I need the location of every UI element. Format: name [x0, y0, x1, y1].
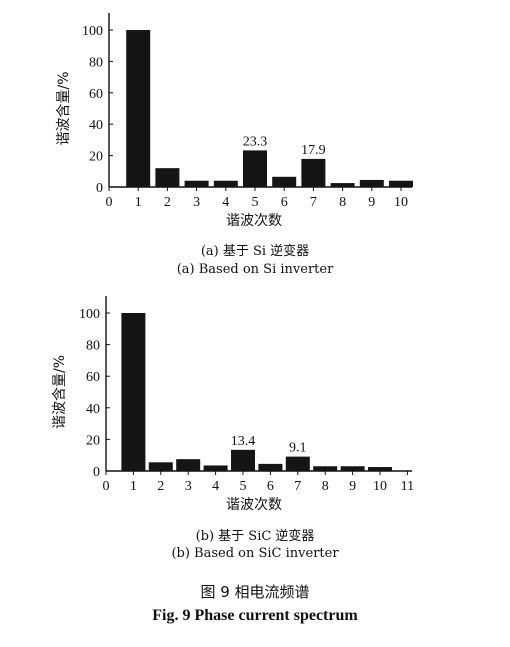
x-tick-label: 8: [339, 195, 346, 210]
bar-3: [184, 180, 209, 187]
y-tick-label: 60: [89, 87, 103, 102]
bar-5: [243, 150, 267, 187]
x-tick-label: 10: [373, 479, 387, 494]
x-tick-label: 11: [401, 479, 414, 494]
x-tick-label: 7: [294, 479, 301, 494]
x-axis-title: 谐波次数: [226, 213, 282, 229]
bar-1: [126, 30, 151, 187]
bar-6: [258, 463, 283, 471]
x-tick-label: 8: [322, 479, 329, 494]
caption-a-cn: (a) 基于 Si 逆变器: [200, 244, 310, 259]
y-tick-label: 80: [89, 55, 103, 70]
bar-4: [213, 180, 238, 187]
x-axis-title: 谐波次数: [226, 497, 282, 513]
y-tick-label: 20: [86, 433, 100, 448]
y-tick-label: 100: [79, 307, 100, 322]
bar-2: [155, 168, 180, 187]
x-tick-label: 10: [394, 195, 408, 210]
x-tick-label: 5: [240, 479, 247, 494]
y-tick-label: 100: [82, 24, 103, 39]
y-axis-title: 谐波含量/%: [52, 355, 68, 429]
x-tick-label: 6: [281, 195, 288, 210]
x-tick-label: 4: [222, 195, 229, 210]
x-tick-label: 1: [135, 195, 142, 210]
bar-7: [285, 456, 310, 471]
y-tick-label: 60: [86, 370, 100, 385]
x-tick-label: 3: [185, 479, 192, 494]
bar-5: [231, 449, 255, 471]
figure-caption-cn: 图 9 相电流频谱: [200, 583, 310, 601]
data-label-5: 13.4: [231, 434, 256, 449]
bar-9: [359, 179, 384, 187]
caption-b-cn: (b) 基于 SiC 逆变器: [195, 529, 315, 544]
caption-a-en: (a) Based on Si inverter: [176, 262, 334, 277]
caption-b-en: (b) Based on SiC inverter: [171, 546, 339, 561]
x-tick-label: 2: [157, 479, 164, 494]
bar-4: [203, 465, 228, 471]
y-tick-label: 0: [96, 181, 103, 196]
figure-caption-en: Fig. 9 Phase current spectrum: [152, 607, 358, 624]
x-tick-label: 4: [212, 479, 219, 494]
data-label-5: 23.3: [243, 134, 268, 149]
data-label-7: 17.9: [301, 143, 326, 158]
bar-8: [330, 183, 355, 187]
bar-2: [148, 462, 173, 471]
bar-10: [389, 180, 413, 187]
y-tick-label: 80: [86, 339, 100, 354]
x-tick-label: 9: [349, 479, 356, 494]
x-tick-label: 3: [193, 195, 200, 210]
y-tick-label: 20: [89, 150, 103, 165]
chart-b: 0 20 40 60 80 100 0 1 2 3 4 5 6 7 8 9 10 11 13.4 9.1 谐波次数 谐波含…: [52, 296, 414, 513]
data-label-7: 9.1: [289, 441, 307, 456]
y-tick-label: 0: [93, 465, 100, 480]
x-tick-label: 1: [130, 479, 137, 494]
x-tick-label: 6: [267, 479, 274, 494]
y-tick-label: 40: [86, 402, 100, 417]
chart-a: 0 20 40 60 80 100 0 1 2 3 4 5 6 7 8 9 10 23.3 17.9 谐波次数 谐波含量…: [56, 13, 413, 229]
bar-1: [121, 313, 146, 471]
bar-10: [368, 467, 392, 471]
bar-7: [301, 158, 326, 187]
bar-9: [340, 466, 365, 471]
x-tick-label: 7: [310, 195, 317, 210]
y-axis-title: 谐波含量/%: [56, 71, 72, 145]
x-tick-label: 0: [103, 479, 110, 494]
x-tick-label: 5: [252, 195, 259, 210]
x-tick-label: 9: [368, 195, 375, 210]
y-tick-label: 40: [89, 118, 103, 133]
bar-3: [176, 459, 201, 471]
x-tick-label: 2: [164, 195, 171, 210]
x-tick-label: 0: [106, 195, 113, 210]
bar-8: [313, 466, 338, 471]
bar-6: [272, 176, 297, 187]
